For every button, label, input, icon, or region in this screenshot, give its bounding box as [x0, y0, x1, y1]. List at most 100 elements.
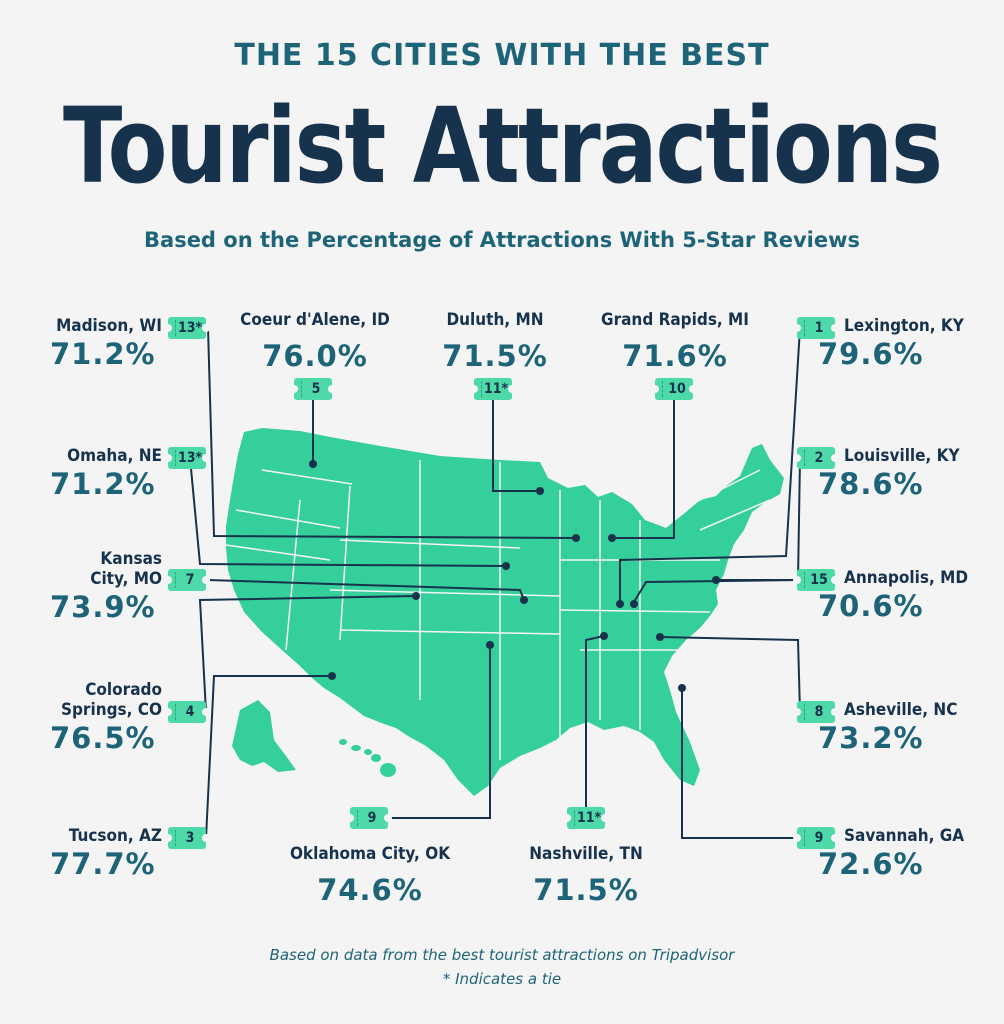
dot-omaha: [502, 562, 510, 570]
dot-annapolis: [712, 576, 720, 584]
rank-ticket-omaha: 13*: [164, 447, 210, 469]
city-name-line2: City, MO: [90, 569, 162, 589]
contiguous-us-shape: [226, 428, 784, 796]
city-name-line2: Springs, CO: [60, 700, 162, 720]
leader-tucson: [205, 675, 330, 839]
footer-source: Based on data from the best tourist attr…: [269, 946, 735, 964]
dot-colorado-springs: [412, 592, 420, 600]
city-percentage: 77.7%: [50, 847, 156, 881]
title-super: THE 15 CITIES WITH THE BEST: [234, 38, 770, 73]
dot-kansas-city: [520, 596, 528, 604]
leader-omaha: [189, 457, 507, 567]
leader-asheville: [659, 636, 801, 713]
leader-colorado-springs: [198, 595, 417, 713]
leader-grand-rapids: [612, 398, 675, 539]
dot-louisville: [630, 600, 638, 608]
rank-ticket-duluth: 11*: [470, 378, 516, 400]
city-annapolis: Annapolis, MD 70.6%: [818, 568, 994, 624]
city-name: Nashville, TN: [529, 844, 643, 864]
city-louisville: Louisville, KY 78.6%: [818, 446, 984, 502]
dot-coeur-dalene: [309, 460, 317, 468]
city-percentage: 71.2%: [50, 467, 156, 501]
rank-ticket-grand-rapids: 10: [651, 378, 697, 400]
leader-nashville: [585, 635, 605, 818]
city-kansas-city: Kansas City, MO 73.9%: [20, 549, 162, 625]
dot-asheville: [656, 633, 664, 641]
state-borders: [225, 460, 771, 760]
city-lexington: Lexington, KY 79.6%: [818, 316, 984, 372]
city-name: Duluth, MN: [446, 310, 544, 330]
dot-grand-rapids: [608, 534, 616, 542]
city-name: Louisville, KY: [844, 446, 960, 466]
city-grand-rapids: Grand Rapids, MI 71.6%: [590, 310, 760, 374]
city-percentage: 70.6%: [818, 589, 924, 623]
city-percentage: 78.6%: [818, 467, 924, 501]
footer-tie-note: * Indicates a tie: [442, 970, 562, 988]
city-percentage: 73.9%: [50, 590, 156, 624]
rank-ticket-kansas-city: 7: [164, 569, 210, 591]
city-colorado-springs: Colorado Springs, CO 76.5%: [20, 680, 162, 756]
dot-oklahoma-city: [486, 641, 494, 649]
rank-ticket-annapolis: 15: [793, 569, 839, 591]
city-name: Asheville, NC: [844, 700, 958, 720]
city-name: Omaha, NE: [67, 446, 162, 466]
city-tucson: Tucson, AZ 77.7%: [20, 826, 162, 882]
city-percentage: 73.2%: [818, 721, 924, 755]
subtitle: Based on the Percentage of Attractions W…: [144, 228, 860, 252]
city-percentage: 72.6%: [818, 847, 924, 881]
rank-ticket-savannah: 9: [793, 827, 839, 849]
rank-ticket-asheville: 8: [793, 701, 839, 723]
city-omaha: Omaha, NE 71.2%: [20, 446, 162, 502]
city-asheville: Asheville, NC 73.2%: [818, 700, 994, 756]
city-percentage: 71.6%: [622, 339, 728, 373]
alaska-shape: [232, 700, 296, 772]
dot-nashville: [600, 632, 608, 640]
leader-madison: [207, 327, 577, 539]
city-name: Lexington, KY: [844, 316, 964, 336]
city-duluth: Duluth, MN 71.5%: [410, 310, 580, 374]
city-dots: [309, 460, 720, 692]
rank-ticket-colorado-springs: 4: [164, 701, 210, 723]
leader-savannah: [681, 688, 800, 839]
city-oklahoma-city: Oklahoma City, OK 74.6%: [280, 844, 460, 908]
leader-lexington: [619, 327, 801, 602]
rank-ticket-lexington: 1: [793, 317, 839, 339]
city-percentage: 76.5%: [50, 721, 156, 755]
dot-duluth: [536, 487, 544, 495]
city-name: Annapolis, MD: [844, 568, 969, 588]
rank-ticket-tucson: 3: [164, 827, 210, 849]
rank-ticket-louisville: 2: [793, 447, 839, 469]
hawaii-shape: [339, 739, 396, 777]
title-main: Tourist Attractions: [62, 85, 943, 207]
city-name: Tucson, AZ: [68, 826, 162, 846]
city-name-line1: Kansas: [100, 549, 162, 569]
city-name: Madison, WI: [56, 316, 162, 336]
city-coeur-dalene: Coeur d'Alene, ID 76.0%: [230, 310, 400, 374]
city-name: Grand Rapids, MI: [601, 310, 749, 330]
rank-ticket-coeur-dalene: 5: [290, 378, 336, 400]
dot-madison: [572, 534, 580, 542]
city-name: Savannah, GA: [844, 826, 965, 846]
rank-ticket-madison: 13*: [164, 317, 210, 339]
city-percentage: 71.5%: [442, 339, 548, 373]
city-savannah: Savannah, GA 72.6%: [818, 826, 994, 882]
dot-savannah: [678, 684, 686, 692]
city-percentage: 71.2%: [50, 337, 156, 371]
leader-oklahoma-city: [388, 645, 491, 819]
city-percentage: 79.6%: [818, 337, 924, 371]
leader-lines: [189, 327, 801, 839]
city-madison: Madison, WI 71.2%: [20, 316, 162, 372]
city-name: Coeur d'Alene, ID: [240, 310, 390, 330]
leader-duluth: [492, 398, 540, 492]
city-percentage: 76.0%: [262, 339, 368, 373]
dot-lexington: [616, 600, 624, 608]
city-name-line1: Colorado: [85, 680, 162, 700]
dot-tucson: [328, 672, 336, 680]
city-name: Oklahoma City, OK: [289, 844, 451, 864]
city-percentage: 74.6%: [317, 873, 423, 907]
city-percentage: 71.5%: [533, 873, 639, 907]
rank-ticket-nashville: 11*: [563, 807, 609, 829]
rank-ticket-oklahoma-city: 9: [346, 807, 392, 829]
city-nashville: Nashville, TN 71.5%: [496, 844, 676, 908]
